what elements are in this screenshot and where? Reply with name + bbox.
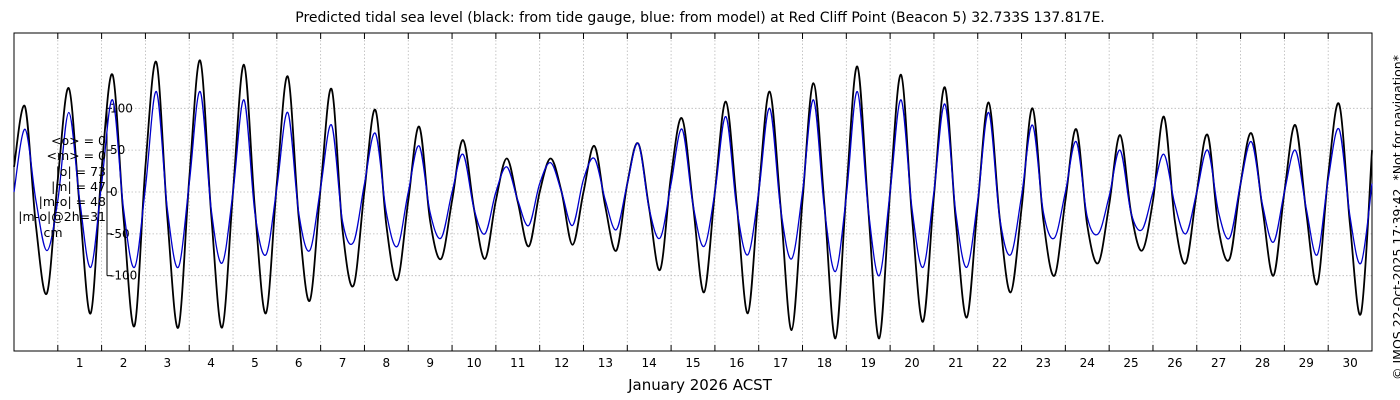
- y-tick-label: 50: [110, 143, 125, 157]
- series-lines: [13, 59, 1373, 340]
- x-tick-label: 11: [510, 356, 525, 370]
- stat-abs-diff: |m-o| = 48: [38, 194, 106, 210]
- stat-unit: cm: [43, 224, 63, 240]
- x-tick-label: 12: [554, 356, 569, 370]
- x-tick-label: 16: [729, 356, 744, 370]
- chart-title: Predicted tidal sea level (black: from t…: [295, 10, 1105, 26]
- x-tick-label: 24: [1080, 356, 1095, 370]
- stat-mean-observed: <o> = 0: [51, 133, 106, 148]
- x-tick-label: 8: [383, 356, 391, 370]
- x-tick-label: 9: [426, 356, 434, 370]
- x-tick-label: 27: [1211, 356, 1226, 370]
- x-tick-label: 30: [1342, 356, 1357, 370]
- x-tick-label: 29: [1299, 356, 1314, 370]
- stat-abs-diff-2h: |m-o|@2h=31: [18, 209, 106, 225]
- x-tick-label: 10: [466, 356, 481, 370]
- gauge-series-line: [13, 59, 1373, 340]
- stat-abs-observed: |o| = 73: [55, 163, 106, 179]
- x-tick-label: 5: [251, 356, 259, 370]
- copyright-credit: © IMOS 22-Oct-2025 17:39:42. *Not for na…: [1390, 55, 1400, 380]
- x-tick-label: 20: [904, 356, 919, 370]
- x-tick-label: 26: [1167, 356, 1182, 370]
- x-tick-label: 1: [76, 356, 84, 370]
- x-tick-label: 23: [1036, 356, 1051, 370]
- x-tick-label: 21: [948, 356, 963, 370]
- stat-mean-model: <m> = 0: [46, 148, 107, 164]
- x-tick-label: 4: [207, 356, 215, 370]
- x-tick-label: 14: [642, 356, 657, 370]
- model-series-line: [13, 90, 1373, 277]
- x-tick-label: 3: [164, 356, 172, 370]
- x-tick-label: 13: [598, 356, 613, 370]
- x-tick-label: 19: [861, 356, 876, 370]
- x-axis-ticks: 1 2 3 4 5 6 7 8 9 10 11 12 13 14 15 16 17 18 19 20 21 22 23 24 2…: [57, 33, 1373, 370]
- x-tick-label: 15: [685, 356, 700, 370]
- x-tick-label: 28: [1255, 356, 1270, 370]
- y-tick-label: -100: [110, 269, 137, 283]
- stat-abs-model: |m| = 47: [51, 178, 106, 194]
- x-axis-label: January 2026 ACST: [628, 376, 772, 394]
- x-tick-label: 22: [992, 356, 1007, 370]
- x-tick-label: 18: [817, 356, 832, 370]
- x-tick-label: 7: [339, 356, 347, 370]
- stats-panel: <o> = 0 <m> = 0 |o| = 73 |m| = 47 |m-o| …: [0, 133, 106, 240]
- y-tick-label: 0: [110, 185, 118, 199]
- x-tick-label: 2: [120, 356, 128, 370]
- x-tick-label: 25: [1123, 356, 1138, 370]
- x-tick-label: 6: [295, 356, 303, 370]
- x-tick-label: 17: [773, 356, 788, 370]
